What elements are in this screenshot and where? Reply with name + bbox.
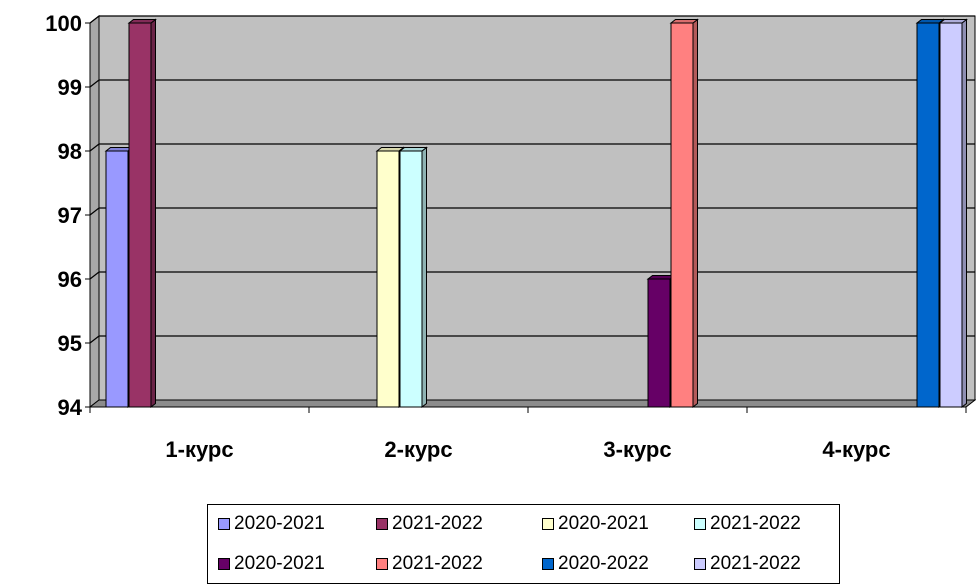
y-tick-label: 98 <box>58 139 82 164</box>
x-axis: 1-курс 2-курс 3-курс 4-курс <box>89 406 967 462</box>
legend-label: 2021-2022 <box>710 513 801 534</box>
bar <box>669 18 699 409</box>
x-tick-label: 2-курс <box>384 437 452 462</box>
x-tick-label: 4-курс <box>822 437 890 462</box>
y-tick-label: 99 <box>58 75 82 100</box>
plot-floor <box>88 399 976 408</box>
y-tick-label: 94 <box>58 395 83 420</box>
y-tick-label: 100 <box>45 11 82 36</box>
y-tick-label: 97 <box>58 203 82 228</box>
bar-chart: 94 95 96 97 98 99 100 1-курс 2-курс 3-курс 4-курс <box>45 11 976 462</box>
legend-item: 2021-2022 <box>694 513 801 535</box>
legend-swatch <box>376 558 388 570</box>
legend-swatch <box>542 558 554 570</box>
legend-swatch <box>376 518 388 530</box>
legend-label: 2021-2022 <box>710 553 801 574</box>
legend-item: 2020-2022 <box>542 553 649 575</box>
legend-item: 2020-2021 <box>218 553 325 575</box>
x-tick-label: 1-курс <box>165 437 233 462</box>
legend-label: 2021-2022 <box>392 513 483 534</box>
chart-legend: 2020-2021 2021-2022 2020-2021 2021-2022 2020… <box>207 504 840 584</box>
legend-item: 2021-2022 <box>376 553 483 575</box>
legend-item: 2020-2021 <box>218 513 325 535</box>
legend-item: 2021-2022 <box>376 513 483 535</box>
legend-swatch <box>542 518 554 530</box>
plot-area <box>88 14 976 409</box>
y-tick-label: 96 <box>58 267 82 292</box>
legend-label: 2021-2022 <box>392 553 483 574</box>
legend-item: 2020-2021 <box>542 513 649 535</box>
x-tick-label: 3-курс <box>603 437 671 462</box>
legend-label: 2020-2021 <box>558 513 649 534</box>
bar <box>127 18 157 409</box>
bars <box>104 18 968 409</box>
bar <box>938 18 968 409</box>
legend-swatch <box>218 518 230 530</box>
legend-item: 2021-2022 <box>694 553 801 575</box>
legend-label: 2020-2021 <box>234 553 325 574</box>
bar <box>398 146 428 409</box>
legend-swatch <box>218 558 230 570</box>
y-tick-label: 95 <box>58 331 82 356</box>
gridline <box>89 15 975 24</box>
legend-swatch <box>694 558 706 570</box>
legend-swatch <box>694 518 706 530</box>
legend-label: 2020-2021 <box>234 513 325 534</box>
legend-label: 2020-2022 <box>558 553 649 574</box>
